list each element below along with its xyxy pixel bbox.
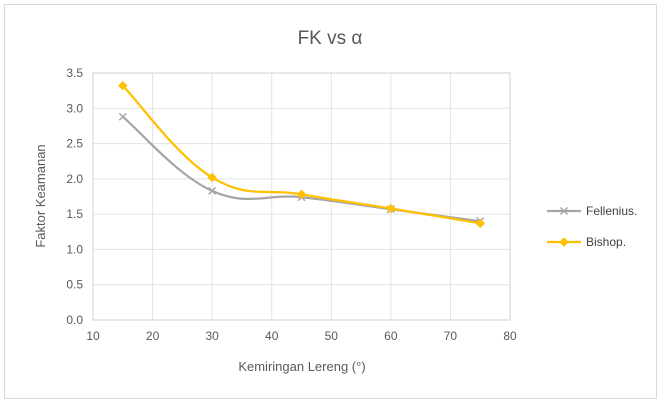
y-tick-labels: 0.0 0.5 1.0 1.5 2.0 2.5 3.0 3.5 — [66, 66, 83, 327]
legend-item: Bishop. — [547, 235, 626, 249]
y-tick-label: 1.0 — [66, 242, 83, 256]
data-point — [118, 80, 128, 91]
y-tick-label: 0.0 — [66, 313, 83, 327]
x-tick-label: 50 — [325, 329, 339, 343]
data-point — [475, 218, 485, 229]
x-tick-label: 40 — [265, 329, 279, 343]
x-tick-label: 20 — [146, 329, 160, 343]
y-tick-label: 3.0 — [66, 101, 83, 115]
x-tick-label: 10 — [86, 329, 100, 343]
data-point — [118, 112, 127, 121]
data-point — [386, 203, 396, 214]
x-tick-label: 60 — [384, 329, 398, 343]
x-tick-label: 80 — [503, 329, 517, 343]
legend: Fellenius. Bishop. — [547, 204, 637, 249]
plot-border — [92, 72, 511, 321]
series-fellenius — [118, 112, 485, 226]
chart-title: FK vs α — [298, 28, 363, 49]
y-tick-label: 2.0 — [66, 172, 83, 186]
legend-marker — [559, 237, 569, 247]
y-axis-label: Faktor Keamanan — [33, 144, 48, 247]
series-line — [121, 84, 482, 225]
x-axis-label: Kemiringan Lereng (°) — [238, 359, 365, 374]
x-tick-labels: 10 20 30 40 50 60 70 80 — [86, 329, 517, 343]
legend-marker — [559, 206, 569, 216]
data-point — [296, 189, 307, 200]
x-tick-label: 70 — [444, 329, 458, 343]
y-tick-label: 2.5 — [66, 137, 83, 151]
legend-item: Fellenius. — [547, 204, 637, 218]
series-bishop — [118, 80, 485, 229]
y-tick-label: 1.5 — [66, 207, 83, 221]
series-line — [121, 115, 482, 223]
data-point — [208, 186, 217, 195]
y-tick-label: 0.5 — [66, 278, 83, 292]
legend-label: Bishop. — [586, 235, 626, 249]
x-tick-label: 30 — [205, 329, 219, 343]
series-lines — [118, 80, 485, 229]
legend-label: Fellenius. — [586, 204, 637, 218]
data-point — [207, 172, 217, 183]
plot-frame — [92, 72, 511, 321]
y-tick-label: 3.5 — [66, 66, 83, 80]
